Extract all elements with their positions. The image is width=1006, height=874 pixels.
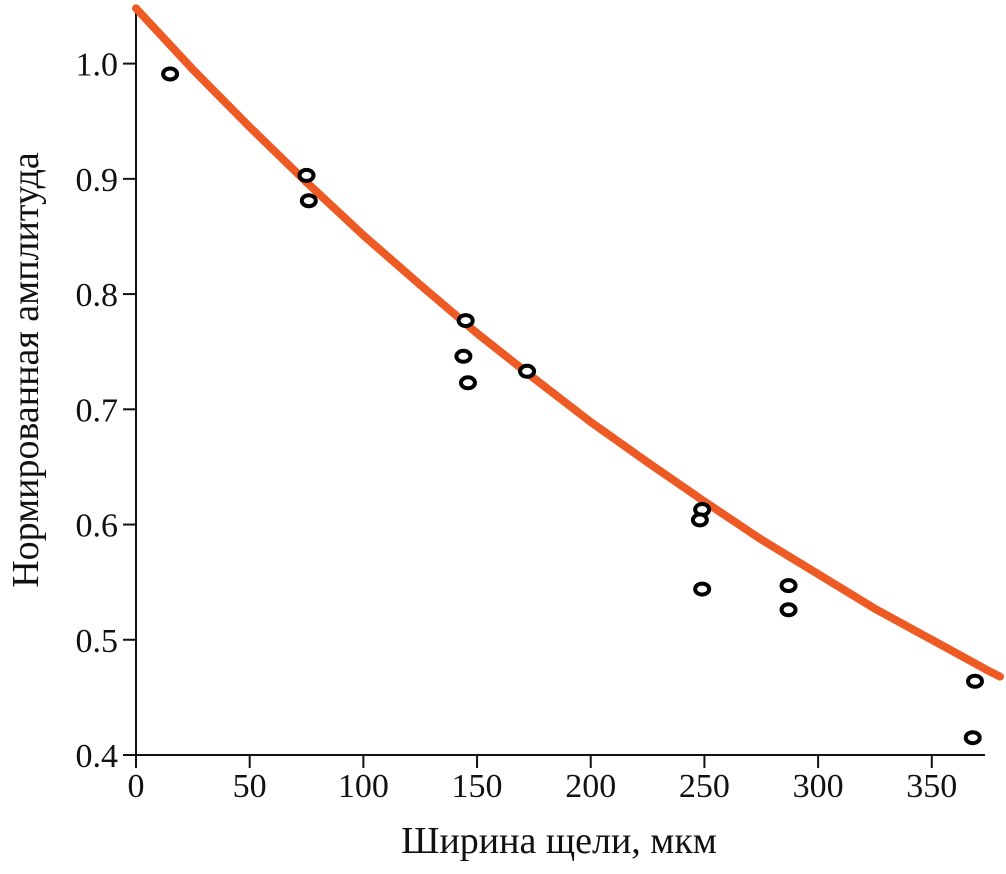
labels-layer: Ширина щели, мкм Нормированная амплитуда xyxy=(5,152,717,862)
y-tick-label: 0.8 xyxy=(76,277,119,314)
data-point xyxy=(963,730,982,746)
x-tick-label: 50 xyxy=(233,768,267,805)
y-tick-label: 0.6 xyxy=(76,508,119,545)
data-point xyxy=(693,581,712,597)
data-point xyxy=(965,673,984,689)
y-tick-label: 0.9 xyxy=(76,162,119,199)
x-tick-label: 350 xyxy=(906,768,957,805)
x-tick-label: 250 xyxy=(679,768,730,805)
data-point xyxy=(456,313,475,329)
x-tick-label: 300 xyxy=(793,768,844,805)
data-point xyxy=(454,348,473,364)
y-tick-label: 1.0 xyxy=(76,47,119,84)
data-point xyxy=(299,193,318,209)
data-points-layer xyxy=(161,66,984,746)
x-axis-title: Ширина щели, мкм xyxy=(401,820,717,862)
fit-curve xyxy=(132,4,1004,681)
data-point xyxy=(458,375,477,391)
x-tick-label: 100 xyxy=(338,768,389,805)
data-point xyxy=(690,512,709,528)
y-tick-label: 0.4 xyxy=(76,738,119,775)
y-tick-label: 0.7 xyxy=(76,392,119,429)
data-point xyxy=(779,578,798,594)
data-point xyxy=(297,167,316,183)
fit-curve-layer xyxy=(132,4,1004,681)
data-point xyxy=(518,363,537,379)
data-point xyxy=(161,66,180,82)
x-tick-label: 200 xyxy=(565,768,616,805)
y-tick-label: 0.5 xyxy=(76,623,119,660)
data-point xyxy=(779,602,798,618)
x-tick-label: 0 xyxy=(128,768,145,805)
y-axis-title: Нормированная амплитуда xyxy=(5,152,47,588)
x-tick-label: 150 xyxy=(452,768,503,805)
axes-layer: 0 50 100 150 200 250 300 350 0.4 0.5 0.6 0.7 0.8 0.9 1… xyxy=(76,8,985,805)
